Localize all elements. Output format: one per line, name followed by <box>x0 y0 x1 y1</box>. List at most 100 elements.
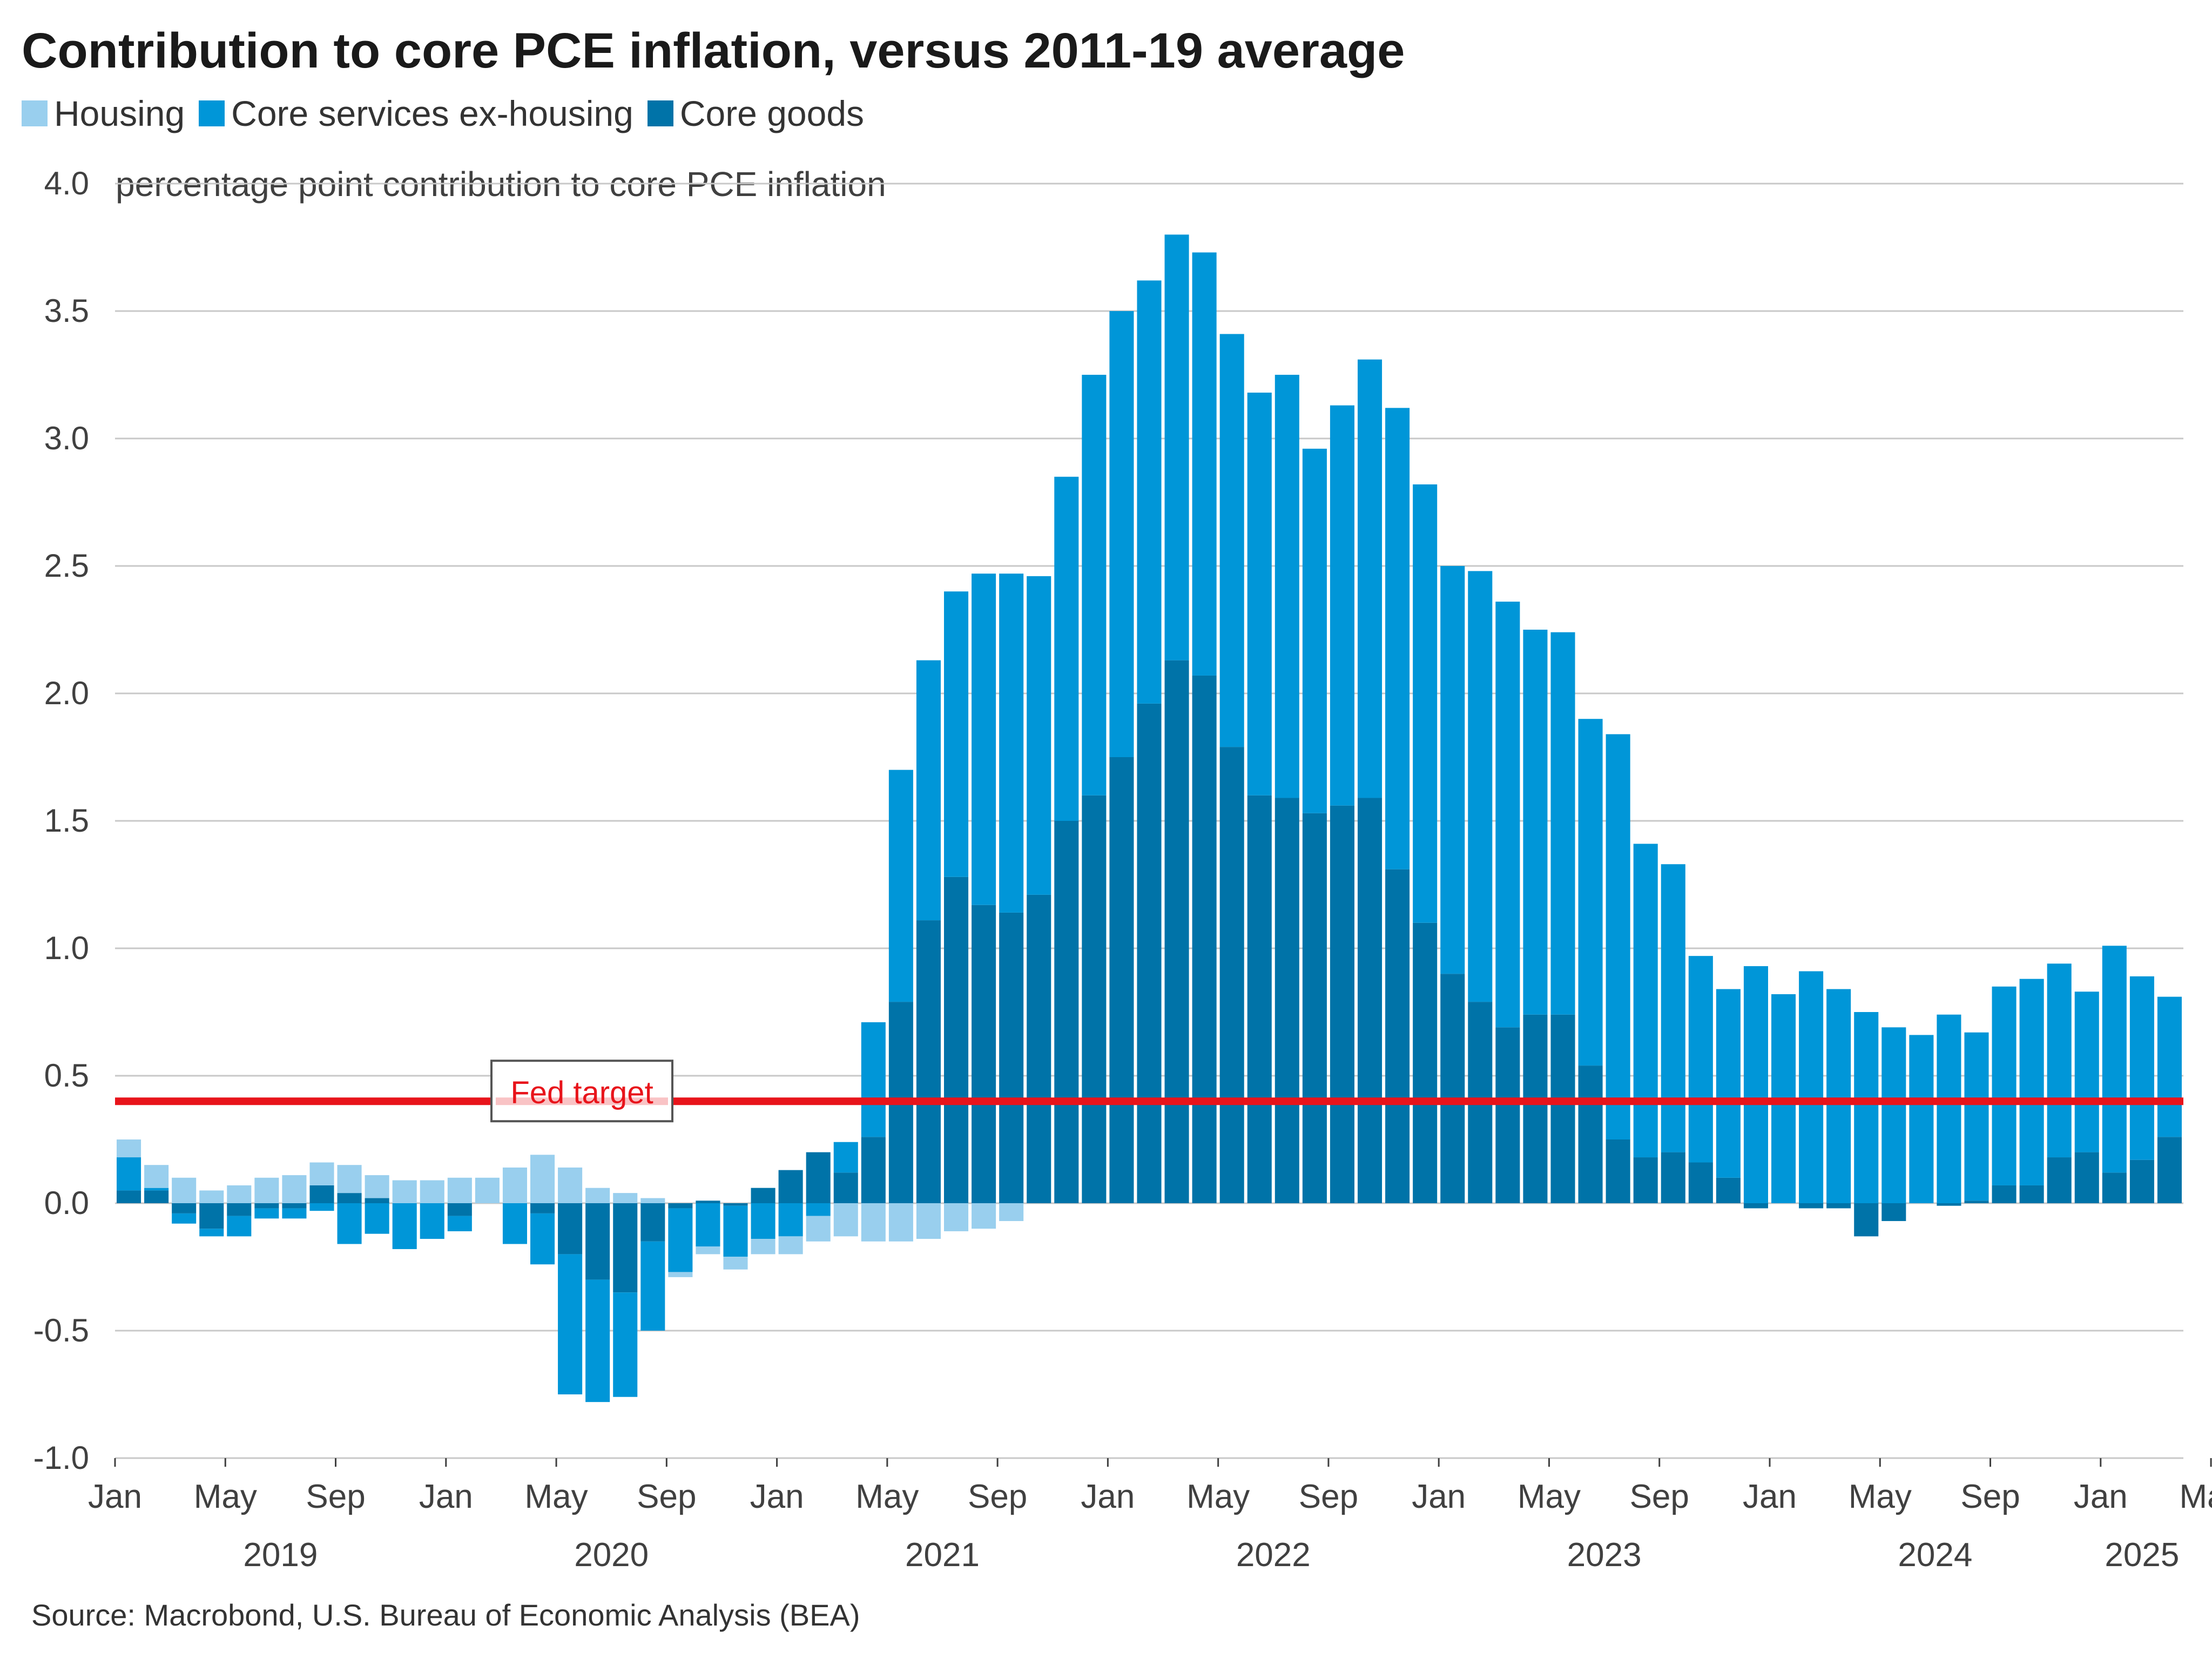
bar-core-services-ex-housing <box>1358 359 1382 798</box>
bar-core-services-ex-housing <box>944 591 969 877</box>
bar-core-goods <box>1743 1203 1768 1209</box>
bar-core-services-ex-housing <box>861 1022 886 1137</box>
bar-core-goods <box>1633 1157 1658 1203</box>
bar-core-services-ex-housing <box>172 1213 197 1224</box>
bar-core-services-ex-housing <box>1302 448 1327 813</box>
bar-housing <box>282 1175 307 1203</box>
bar-core-services-ex-housing <box>1881 1027 1906 1203</box>
y-tick-label: 2.5 <box>44 548 89 584</box>
bar-housing <box>999 1203 1024 1222</box>
bar-core-goods <box>1495 1027 1520 1203</box>
bar-core-services-ex-housing <box>1192 252 1217 676</box>
y-tick-label: 2.0 <box>44 675 89 711</box>
x-year-label: 2023 <box>1567 1536 1642 1574</box>
x-tick-label: Sep <box>1960 1478 2020 1515</box>
bar-core-goods <box>972 905 996 1203</box>
bar-core-goods <box>365 1198 389 1203</box>
bar-core-goods <box>282 1203 307 1209</box>
bar-core-services-ex-housing <box>1964 1032 1989 1201</box>
bar-core-services-ex-housing <box>1661 864 1685 1152</box>
bar-core-goods <box>1385 869 1410 1203</box>
bar-housing <box>806 1216 831 1242</box>
bar-core-services-ex-housing <box>1799 971 1824 1203</box>
bar-core-goods <box>254 1203 279 1209</box>
bar-housing <box>888 1203 913 1242</box>
bar-housing <box>916 1203 941 1239</box>
bar-core-goods <box>1799 1203 1824 1209</box>
bar-core-services-ex-housing <box>1247 393 1272 795</box>
x-year-label: 2019 <box>243 1536 318 1574</box>
bar-housing <box>144 1165 169 1188</box>
x-tick-label: May <box>524 1478 588 1515</box>
bar-core-services-ex-housing <box>447 1216 472 1231</box>
bar-core-goods <box>1219 747 1244 1203</box>
bar-core-goods <box>1413 922 1438 1203</box>
bar-housing <box>447 1177 472 1203</box>
bar-housing <box>972 1203 996 1229</box>
bar-core-goods <box>144 1190 169 1203</box>
bar-core-services-ex-housing <box>833 1142 858 1173</box>
bar-core-services-ex-housing <box>1578 719 1603 1066</box>
x-tick-label: May <box>194 1478 257 1515</box>
bar-core-services-ex-housing <box>2047 963 2072 1158</box>
source-note: Source: Macrobond, U.S. Bureau of Econom… <box>31 1598 860 1632</box>
x-tick-label: Sep <box>968 1478 1027 1515</box>
chart-title: Contribution to core PCE inflation, vers… <box>22 23 1405 78</box>
bar-core-services-ex-housing <box>999 574 1024 913</box>
y-tick-label: 3.5 <box>44 293 89 329</box>
y-tick-label: 0.5 <box>44 1057 89 1094</box>
bar-core-goods <box>1826 1203 1851 1209</box>
bar-core-services-ex-housing <box>1109 311 1134 757</box>
bar-housing <box>392 1180 417 1203</box>
bar-core-goods <box>668 1203 693 1209</box>
bar-core-services-ex-housing <box>1992 986 2017 1185</box>
bar-housing <box>502 1167 527 1203</box>
bar-core-goods <box>1358 798 1382 1203</box>
bar-core-goods <box>1330 805 1354 1203</box>
x-tick-label: May <box>1849 1478 1912 1515</box>
bar-core-services-ex-housing <box>282 1208 307 1219</box>
bar-core-services-ex-housing <box>668 1208 693 1272</box>
bar-core-services-ex-housing <box>1219 334 1244 747</box>
bar-housing <box>833 1203 858 1237</box>
bar-core-services-ex-housing <box>1606 734 1630 1139</box>
bar-core-goods <box>309 1185 334 1203</box>
bar-housing <box>337 1165 362 1193</box>
bar-core-goods <box>1688 1162 1713 1203</box>
bar-core-goods <box>337 1193 362 1203</box>
bar-core-goods <box>916 920 941 1203</box>
x-tick-label: Jan <box>1743 1478 1797 1515</box>
bar-core-services-ex-housing <box>254 1208 279 1219</box>
bar-core-goods <box>447 1203 472 1216</box>
bar-core-services-ex-housing <box>1826 989 1851 1203</box>
bar-core-goods <box>1550 1014 1575 1203</box>
bar-core-services-ex-housing <box>1027 576 1051 895</box>
bar-core-goods <box>1937 1203 1961 1206</box>
x-tick-label: Jan <box>1412 1478 1466 1515</box>
legend-item-core-services: Core services ex-housing <box>199 93 633 134</box>
legend-swatch-housing <box>22 100 48 126</box>
x-tick-label: May <box>2179 1478 2212 1515</box>
x-tick-label: May <box>1186 1478 1250 1515</box>
bar-housing <box>558 1167 583 1203</box>
bar-housing <box>944 1203 969 1231</box>
bar-core-goods <box>1661 1152 1685 1203</box>
bar-core-goods <box>861 1137 886 1203</box>
bar-core-goods <box>530 1203 555 1213</box>
bar-core-services-ex-housing <box>723 1205 748 1257</box>
bar-housing <box>530 1155 555 1203</box>
x-year-label: 2020 <box>574 1536 649 1574</box>
x-tick-label: Jan <box>88 1478 142 1515</box>
bar-core-services-ex-housing <box>144 1188 169 1191</box>
bar-core-services-ex-housing <box>1137 280 1162 704</box>
x-tick-label: Sep <box>1299 1478 1358 1515</box>
bar-core-goods <box>833 1172 858 1203</box>
bar-housing <box>117 1139 141 1158</box>
bar-core-goods <box>1716 1177 1741 1203</box>
bar-core-goods <box>227 1203 252 1216</box>
bar-core-services-ex-housing <box>1743 966 1768 1203</box>
fed-target-box <box>490 1060 673 1123</box>
legend-label-core-services: Core services ex-housing <box>231 93 633 133</box>
x-tick-label: May <box>1518 1478 1581 1515</box>
bar-housing <box>227 1185 252 1203</box>
